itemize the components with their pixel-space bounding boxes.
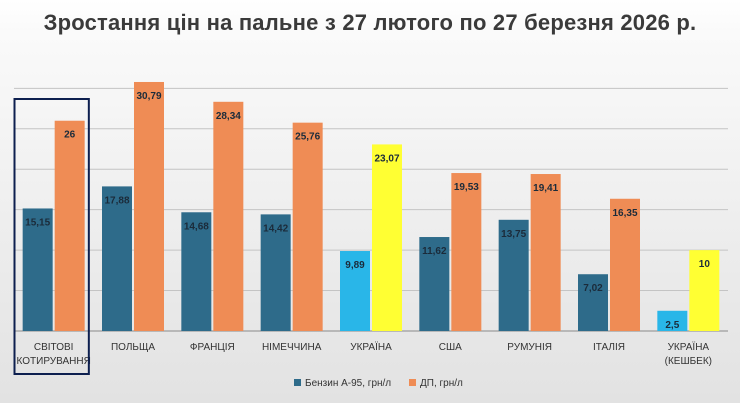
category-label: УКРАЇНА <box>668 341 710 353</box>
category-label: ІТАЛІЯ <box>593 342 625 353</box>
bar-diesel <box>292 122 323 331</box>
data-label: 16,35 <box>612 208 637 219</box>
bar-petrol <box>22 208 53 331</box>
data-label: 7,02 <box>583 283 603 294</box>
category-label: НІМЕЧЧИНА <box>262 342 322 353</box>
bar-petrol <box>102 186 132 331</box>
data-label: 30,79 <box>136 91 161 102</box>
bar-diesel <box>134 81 164 331</box>
bar-diesel <box>54 120 85 331</box>
bar-petrol <box>181 212 212 331</box>
category-label: ФРАНЦІЯ <box>190 342 235 353</box>
bar-diesel <box>451 173 482 331</box>
data-label: 13,75 <box>501 229 526 240</box>
bar-diesel <box>530 174 561 331</box>
category-label: КОТИРУВАННЯ <box>17 356 91 367</box>
data-label: 26 <box>64 130 76 141</box>
data-label: 9,89 <box>345 260 365 271</box>
bar-diesel <box>689 250 720 331</box>
bar-diesel <box>610 198 640 331</box>
bar-diesel <box>213 101 244 331</box>
bar-petrol <box>340 251 370 331</box>
data-label: 2,5 <box>665 320 679 331</box>
category-label: УКРАЇНА <box>350 341 392 353</box>
bar-petrol <box>498 219 529 331</box>
category-label: РУМУНІЯ <box>507 342 552 353</box>
bar-diesel <box>372 144 402 331</box>
category-label: (КЕШБЕК) <box>665 356 712 367</box>
data-label: 19,41 <box>533 183 558 194</box>
data-label: 28,34 <box>216 111 241 122</box>
legend-swatch <box>409 379 416 386</box>
category-label: США <box>439 342 462 353</box>
category-label: СВІТОВІ <box>34 342 74 353</box>
legend-swatch <box>294 379 301 386</box>
bar-petrol <box>657 310 688 331</box>
data-label: 15,15 <box>25 217 50 228</box>
legend-label: ДП, грн/л <box>420 378 463 389</box>
highlight-frame <box>13 98 90 375</box>
data-label: 25,76 <box>295 132 320 143</box>
chart-title: Зростання цін на пальне з 27 лютого по 2… <box>43 10 697 35</box>
data-label: 14,68 <box>184 221 209 232</box>
bar-petrol <box>419 237 450 331</box>
data-label: 17,88 <box>104 195 129 206</box>
data-label: 10 <box>699 259 711 270</box>
bar-petrol <box>578 274 608 331</box>
legend-label: Бензин А-95, грн/л <box>305 378 391 389</box>
data-label: 23,07 <box>374 153 399 164</box>
data-label: 11,62 <box>422 246 447 257</box>
data-label: 14,42 <box>263 223 288 234</box>
bar-petrol <box>260 214 291 331</box>
data-label: 19,53 <box>454 182 479 193</box>
category-label: ПОЛЬЩА <box>111 342 155 353</box>
